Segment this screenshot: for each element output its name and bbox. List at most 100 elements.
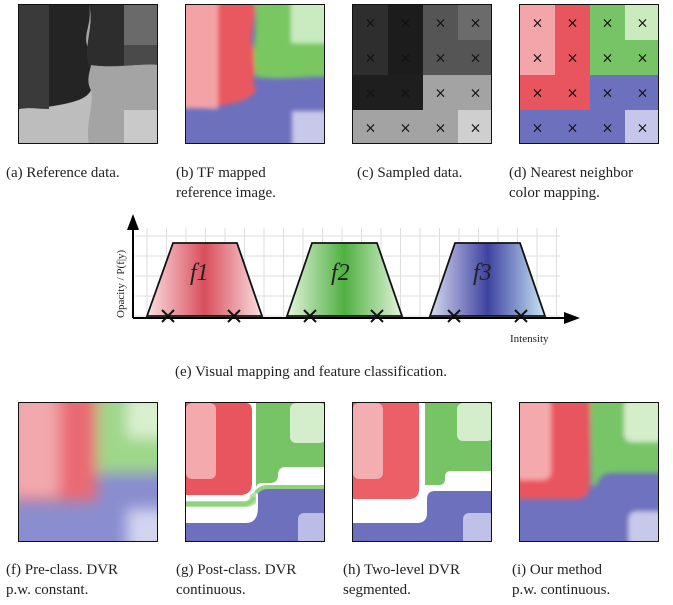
grid-cell [625,75,658,110]
feature-2-trapezoid [285,242,404,317]
sample-marker: × [470,121,482,137]
grid-cell [388,5,423,40]
caption-b-line1: (b) TF mapped [176,165,266,181]
grid-cell [590,40,625,75]
sample-marker: × [470,16,482,32]
sample-marker: × [567,16,579,32]
x-axis-arrow [564,312,580,324]
caption-e: (e) Visual mapping and feature classific… [175,364,448,380]
y-axis-arrow [127,214,139,230]
sample-marker: × [400,121,412,137]
sample-marker: × [567,51,579,67]
grid-cell [590,5,625,40]
sample-marker: × [602,86,614,102]
grid-cell [625,5,658,40]
caption-f-line1: (f) Pre-class. DVR [6,562,119,578]
sample-marker: × [532,86,544,102]
sample-marker: × [637,51,649,67]
sample-marker: × [532,121,544,137]
caption-b-line2: reference image. [176,185,276,201]
grid-cell [520,5,555,40]
grid-cell [555,40,590,75]
feature-1-trapezoid [145,242,264,317]
pre-class-dvr-panel [18,402,158,542]
sample-marker: × [435,86,447,102]
caption-a: (a) Reference data. [6,165,120,181]
sample-marker: × [637,16,649,32]
sample-marker: × [400,16,412,32]
caption-i-line1: (i) Our method [512,562,602,578]
sample-marker: × [637,121,649,137]
sample-marker: × [365,16,377,32]
sample-cross [303,309,317,323]
sample-marker: × [470,86,482,102]
grid-cell [555,75,590,110]
sample-marker: × [602,16,614,32]
caption-c: (c) Sampled data. [357,165,463,181]
caption-f-line2: p.w. constant. [6,582,89,598]
our-method-panel [519,402,659,542]
grid-cell [555,110,590,143]
sample-marker: × [365,86,377,102]
sample-marker: × [567,86,579,102]
y-axis-label: Opacity / P(f|y) [115,249,127,318]
grid-cell [555,5,590,40]
sample-marker: × [365,51,377,67]
grid-cell [520,40,555,75]
sample-marker: × [602,51,614,67]
sampled-data-panel: × × × × × × × × × × × × × × × × [352,4,492,144]
grid-cell [625,40,658,75]
x-axis-label: Intensity [510,333,549,345]
sample-marker: × [400,86,412,102]
feature-1-label: f1 [190,260,209,286]
sample-marker: × [637,86,649,102]
caption-g-line1: (g) Post-class. DVR [176,562,297,578]
sample-cross [447,309,461,323]
feature-3-trapezoid [428,242,547,317]
sample-marker: × [567,121,579,137]
grid-cell [590,75,625,110]
sample-marker: × [435,51,447,67]
feature-2-label: f2 [331,260,350,286]
grid-cell [388,110,423,143]
grid-cell [353,110,388,143]
grid-cell [423,110,458,143]
grid-cell [520,110,555,143]
grid-cell [423,75,458,110]
grid-cell [590,110,625,143]
tf-mapped-reference-panel [185,4,325,144]
sample-marker: × [532,16,544,32]
sample-cross [227,309,241,323]
reference-data-panel [18,4,158,144]
caption-h-line1: (h) Two-level DVR [343,562,460,578]
grid-cell [423,40,458,75]
grid-cell [458,110,491,143]
sample-marker: × [470,51,482,67]
two-level-dvr-panel [352,402,492,542]
grid-cell [353,40,388,75]
grid-cell [388,75,423,110]
sample-marker: × [365,121,377,137]
caption-d-line2: color mapping. [509,185,600,201]
sample-cross [370,309,384,323]
sample-marker: × [532,51,544,67]
grid-cell [423,5,458,40]
grid-cell [353,75,388,110]
grid-cell [388,40,423,75]
grid-cell [520,75,555,110]
grid-cell [458,40,491,75]
grid-cell [353,5,388,40]
post-class-dvr-panel [185,402,325,542]
sample-marker: × [435,121,447,137]
grid-cell [458,75,491,110]
caption-d-line1: (d) Nearest neighbor [509,165,634,181]
sample-marker: × [435,16,447,32]
sample-cross [161,309,175,323]
sample-cross [514,309,528,323]
grid-cell [458,5,491,40]
caption-g-line2: continuous. [176,582,246,598]
feature-3-label: f3 [473,260,492,286]
grid-cell [625,110,658,143]
sample-marker: × [400,51,412,67]
caption-h-line2: segmented. [343,582,411,598]
